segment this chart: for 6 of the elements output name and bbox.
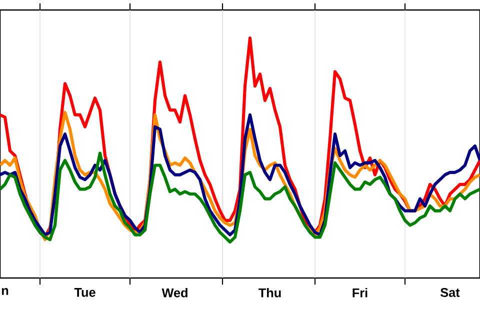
x-tick-label: Thu (258, 288, 281, 298)
x-tick-label: n (2, 288, 8, 295)
x-tick-label: Tue (74, 288, 96, 297)
x-tick-label: Wed (162, 288, 188, 298)
x-tick-label: Sat (440, 288, 460, 297)
x-tick-label: Fri (352, 288, 368, 298)
